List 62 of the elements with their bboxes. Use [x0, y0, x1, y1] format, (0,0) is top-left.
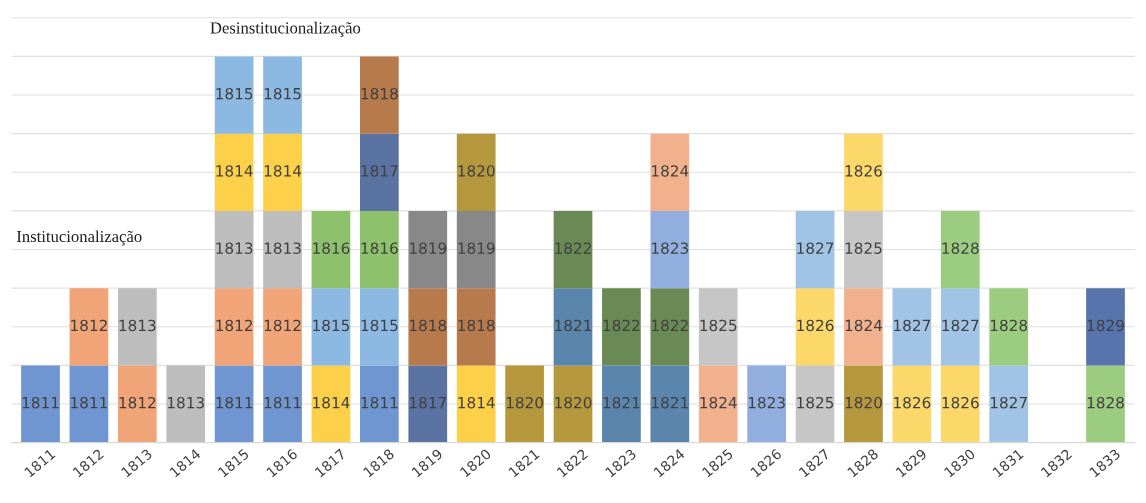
category-label: 1815 [264, 87, 301, 100]
category-label: 1818 [458, 319, 495, 332]
series-label: 1813 [216, 242, 253, 254]
category-label: 1827 [990, 396, 1027, 409]
series-label: 1826 [894, 396, 931, 409]
category-label: 1828 [990, 319, 1028, 332]
series-label: 1811 [216, 396, 253, 409]
category-label: 1821 [652, 396, 688, 409]
text: 1813 [119, 319, 156, 332]
series-label: 1819 [410, 242, 447, 254]
text: 1821 [555, 319, 592, 332]
series-label: 1828 [1087, 396, 1124, 409]
text: 1811 [22, 396, 59, 409]
text: 1812 [71, 319, 107, 332]
category-label: 1812 [119, 396, 156, 409]
series-label: 1827 [797, 242, 834, 254]
category-label: 1825 [797, 396, 834, 409]
text: Desinstitucionalização [210, 21, 361, 37]
category-label: 1813 [167, 396, 204, 409]
category-label: 1816 [361, 242, 398, 254]
series-label: 1812 [216, 319, 253, 332]
category-label: 1814 [264, 165, 302, 177]
text: 1814 [216, 165, 253, 177]
series-label: 1821 [603, 396, 640, 409]
category-label: 1827 [942, 319, 979, 332]
annotation: Institucionalização [16, 230, 142, 246]
category-label: 1820 [555, 396, 592, 409]
series-label: 1814 [313, 396, 350, 409]
series-label: 1829 [1087, 319, 1124, 332]
series-label: 1815 [216, 87, 253, 100]
series-label: 1825 [700, 319, 737, 332]
category-label: 1822 [652, 319, 688, 332]
series-label: 1823 [652, 242, 689, 254]
category-label: 1826 [942, 396, 979, 409]
series-label: 1822 [603, 319, 640, 332]
text: 1818 [361, 87, 398, 100]
category-label: 1811 [361, 396, 398, 409]
category-label: 1826 [845, 165, 882, 177]
category-label: 1819 [458, 242, 495, 254]
series-label: 1820 [506, 396, 544, 409]
category-label: 1815 [361, 319, 398, 332]
category-label: 1812 [264, 319, 301, 332]
category-label: 1814 [458, 396, 495, 409]
text: 1820 [458, 165, 495, 177]
text: 1826 [797, 319, 834, 332]
category-label: 1823 [748, 396, 785, 409]
category-label: 1827 [894, 319, 930, 332]
text: 1822 [555, 242, 591, 254]
category-label: 1811 [264, 396, 301, 409]
series-label: 1816 [313, 242, 350, 254]
category-label: 1825 [845, 242, 882, 254]
category-label: 1813 [264, 242, 301, 254]
category-label: 1824 [845, 319, 883, 332]
category-label: 1820 [845, 396, 882, 409]
series-label: 1824 [652, 165, 689, 177]
series-label: 1817 [410, 396, 446, 409]
series-label: 1818 [410, 319, 447, 332]
category-label: 1824 [700, 396, 737, 409]
text: 1817 [361, 165, 398, 177]
category-label: 1811 [71, 396, 107, 409]
category-label: 1815 [313, 319, 350, 332]
text: 1828 [942, 242, 979, 254]
